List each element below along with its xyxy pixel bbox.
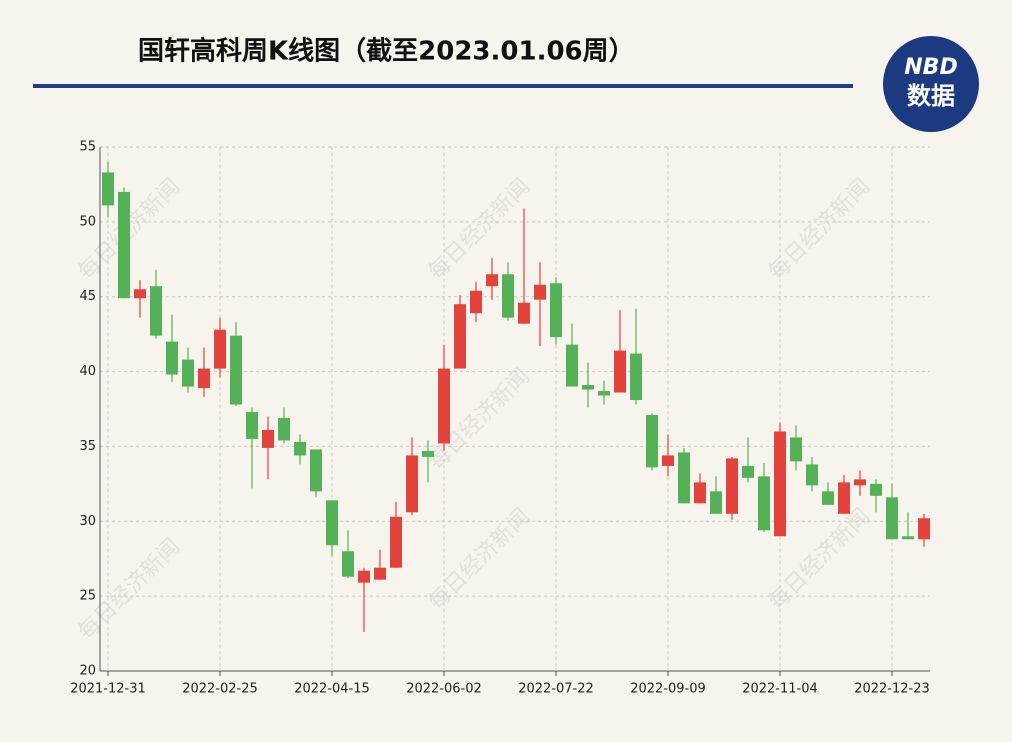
y-tick-label: 25: [79, 589, 96, 604]
candle-body: [374, 567, 386, 580]
candle-body: [694, 482, 706, 504]
candle-body: [118, 191, 130, 299]
candle-body: [790, 437, 802, 462]
y-tick-label: 55: [79, 140, 96, 155]
y-tick-label: 45: [79, 289, 96, 304]
candle-body: [582, 385, 594, 390]
candle-body: [774, 431, 786, 537]
logo-bottom: 数据: [907, 82, 955, 110]
candle-body: [870, 483, 882, 496]
candle-body: [646, 414, 658, 468]
candle-body: [246, 411, 258, 439]
title-rule: [33, 84, 853, 88]
candle-body: [214, 329, 226, 369]
y-tick-label: 50: [79, 214, 96, 229]
candle-body: [454, 304, 466, 369]
candle-body: [726, 458, 738, 514]
y-tick-label: 35: [79, 439, 96, 454]
candle-body: [678, 452, 690, 504]
candle-body: [710, 491, 722, 514]
candle-body: [854, 479, 866, 486]
y-tick-label: 30: [79, 514, 96, 529]
x-tick-label: 2021-12-31: [70, 682, 146, 697]
candle-body: [502, 274, 514, 318]
candle-body: [614, 350, 626, 393]
candle-body: [230, 335, 242, 405]
candle-body: [630, 353, 642, 401]
chart-title: 国轩高科周K线图（截至2023.01.06周）: [138, 36, 635, 67]
x-tick-label: 2022-09-09: [630, 682, 706, 697]
candle-body: [470, 290, 482, 314]
candle-body: [742, 465, 754, 478]
candle-body: [262, 429, 274, 448]
logo-top: NBD: [904, 55, 957, 80]
candle-body: [422, 450, 434, 457]
candle-body: [822, 491, 834, 505]
x-tick-label: 2022-06-02: [406, 682, 482, 697]
candle-body: [918, 518, 930, 540]
candle-body: [342, 551, 354, 577]
candle-body: [326, 500, 338, 546]
candle-body: [134, 289, 146, 299]
x-tick-label: 2022-02-25: [182, 682, 258, 697]
candle-body: [486, 274, 498, 287]
x-tick-label: 2022-04-15: [294, 682, 370, 697]
logo: [883, 36, 979, 132]
x-tick-label: 2022-07-22: [518, 682, 594, 697]
candle-body: [294, 441, 306, 456]
candle-body: [310, 449, 322, 492]
candle-body: [902, 536, 914, 540]
candle-body: [150, 286, 162, 336]
candle-body: [278, 417, 290, 441]
x-tick-label: 2022-11-04: [742, 682, 818, 697]
candle-body: [598, 391, 610, 396]
candle-body: [758, 476, 770, 531]
candle-body: [102, 172, 114, 206]
candle-body: [662, 455, 674, 466]
candle-body: [182, 359, 194, 387]
candle-body: [438, 368, 450, 444]
candle-body: [390, 516, 402, 568]
candle-body: [534, 284, 546, 300]
candle-body: [406, 455, 418, 513]
candle-body: [806, 464, 818, 486]
y-tick-label: 20: [79, 664, 96, 679]
candle-body: [198, 368, 210, 389]
candle-body: [518, 302, 530, 324]
candle-body: [358, 570, 370, 583]
candle-body: [566, 344, 578, 387]
candle-body: [886, 497, 898, 540]
x-tick-label: 2022-12-23: [854, 682, 930, 697]
candle-body: [166, 341, 178, 375]
y-tick-label: 40: [79, 364, 96, 379]
candle-body: [550, 283, 562, 338]
candle-body: [838, 482, 850, 514]
